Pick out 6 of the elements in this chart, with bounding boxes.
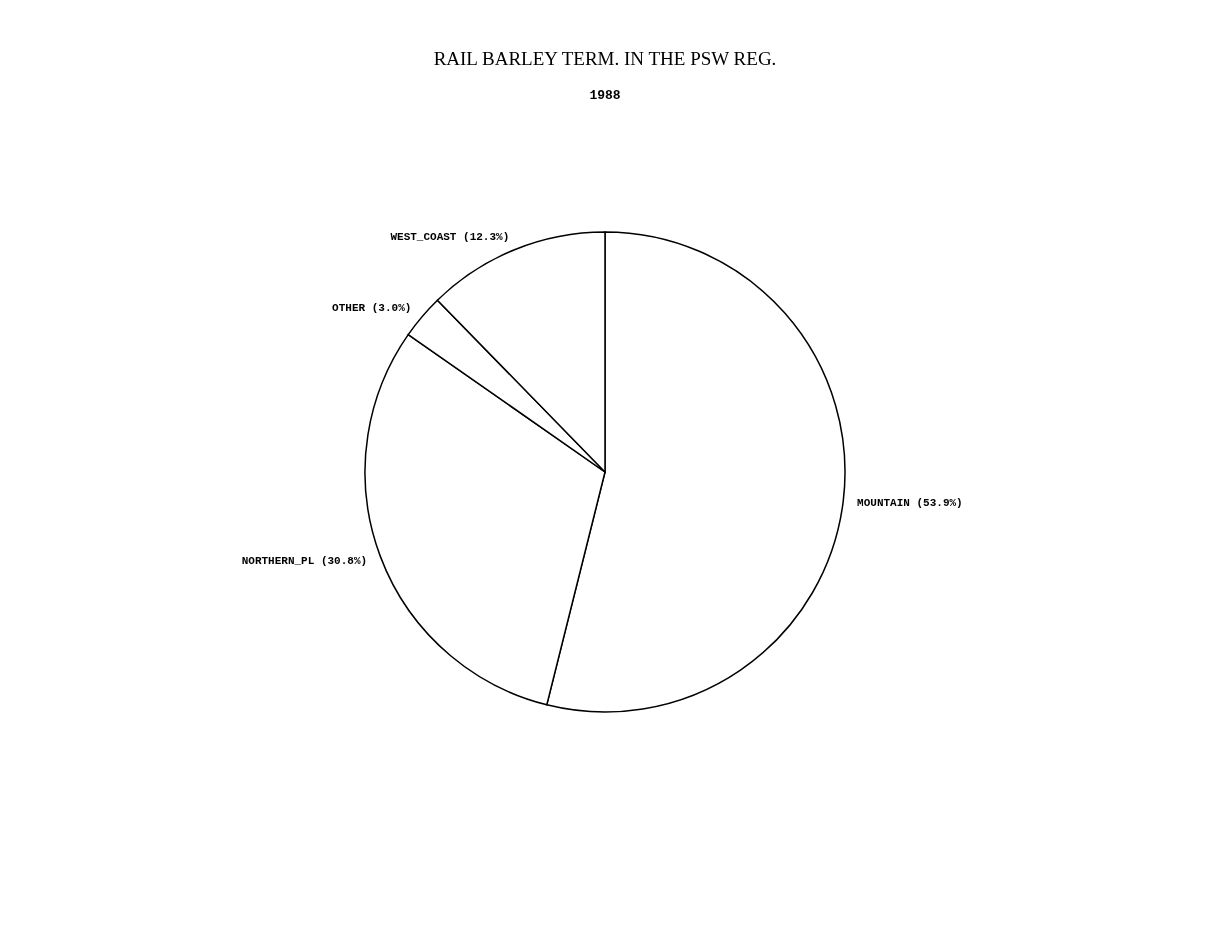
slice-label: OTHER (3.0%) — [332, 301, 412, 314]
slice-label: MOUNTAIN (53.9%) — [857, 497, 963, 510]
slice-label: NORTHERN_PL (30.8%) — [241, 555, 368, 568]
slice-label: WEST_COAST (12.3%) — [390, 230, 510, 243]
chart-subtitle: 1988 — [589, 88, 621, 103]
chart-title: RAIL BARLEY TERM. IN THE PSW REG. — [433, 48, 777, 69]
